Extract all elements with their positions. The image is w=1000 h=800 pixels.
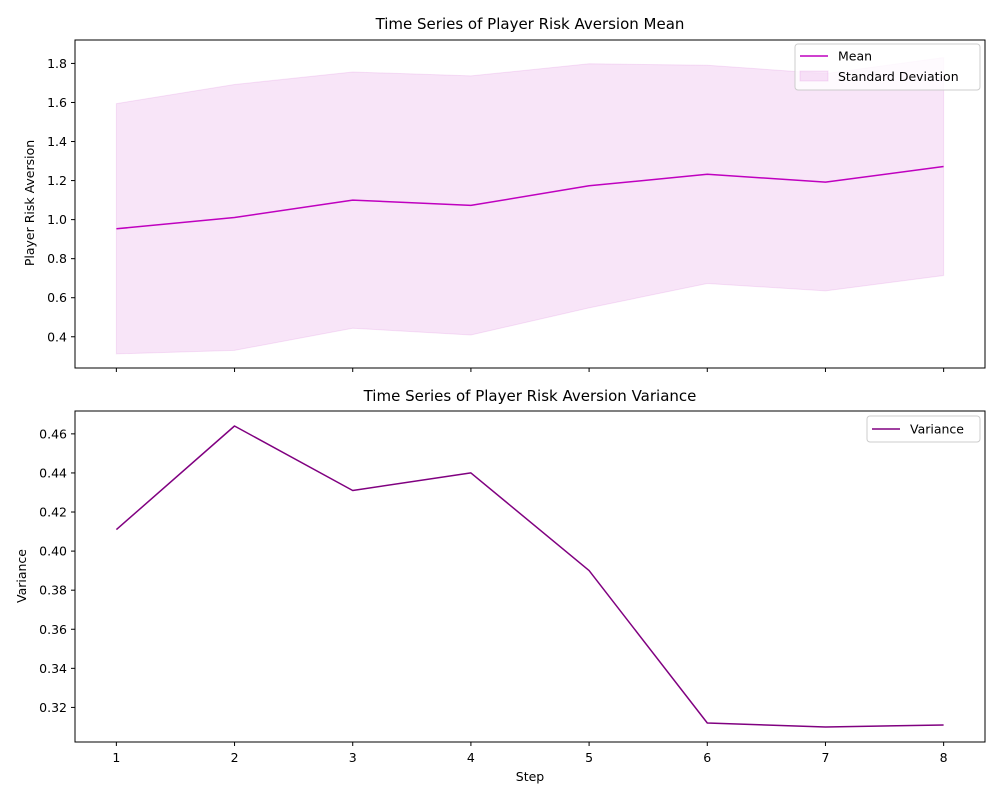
- std-dev-band-layer: [115, 57, 945, 355]
- x-axis-label: Step: [516, 769, 545, 784]
- variance-legend-box: [866, 415, 981, 443]
- mean-lines-layer: [116, 165, 944, 230]
- variance-y-tick-label: 0.36: [39, 622, 67, 637]
- variance-chart-title: Time Series of Player Risk Aversion Vari…: [363, 387, 697, 405]
- variance-legend: Variance: [866, 415, 981, 443]
- mean-y-tick-label: 0.6: [47, 290, 67, 305]
- variance-x-tick-label: 3: [349, 750, 357, 765]
- std-dev-legend-swatch: [799, 70, 829, 82]
- variance-x-tick-label: 7: [821, 750, 829, 765]
- mean-y-tick-label: 1.8: [47, 56, 67, 71]
- variance-x-tick-label: 2: [231, 750, 239, 765]
- mean-y-axis-label: Player Risk Aversion: [22, 140, 37, 266]
- variance-y-tick-label: 0.42: [39, 505, 67, 520]
- mean-y-tick-label: 1.0: [47, 212, 67, 227]
- mean-chart-title: Time Series of Player Risk Aversion Mean: [375, 15, 685, 33]
- mean-y-tick-label: 1.4: [47, 134, 67, 149]
- mean-legend-label: Mean: [838, 49, 872, 64]
- variance-y-tick-label: 0.40: [39, 544, 67, 559]
- variance-series-line: [115, 425, 944, 728]
- mean-series-line: [116, 165, 944, 230]
- variance-x-tick-label: 6: [703, 750, 711, 765]
- variance-y-tick-label: 0.32: [39, 700, 67, 715]
- variance-y-axis-label: Variance: [14, 549, 29, 603]
- std-dev-band: [115, 57, 945, 355]
- variance-plot-frame: [74, 410, 986, 743]
- mean-legend: Mean Standard Deviation: [794, 43, 981, 91]
- mean-y-tick-label: 1.6: [47, 95, 67, 110]
- variance-y-tick-label: 0.38: [39, 583, 67, 598]
- std-dev-legend-label: Standard Deviation: [838, 69, 959, 84]
- variance-lines-layer: [115, 425, 944, 728]
- mean-x-ticks: [115, 368, 945, 372]
- variance-x-ticks: 1 2 3 4 5 6 7 8: [112, 742, 948, 765]
- variance-x-tick-label: 5: [585, 750, 593, 765]
- mean-plot-frame: [74, 39, 986, 369]
- mean-legend-box: [794, 43, 981, 91]
- mean-y-tick-label: 0.8: [47, 251, 67, 266]
- variance-x-tick-label: 4: [467, 750, 475, 765]
- variance-panel: Time Series of Player Risk Aversion Vari…: [14, 387, 986, 784]
- variance-y-ticks: 0.32 0.34 0.36 0.38 0.40 0.42 0.44 0.46: [39, 426, 75, 715]
- variance-x-tick-label: 8: [940, 750, 948, 765]
- mean-y-tick-label: 0.4: [47, 329, 67, 344]
- variance-x-tick-label: 1: [112, 750, 120, 765]
- variance-y-tick-label: 0.46: [39, 426, 67, 441]
- variance-legend-label: Variance: [910, 422, 964, 437]
- variance-y-tick-label: 0.34: [39, 661, 67, 676]
- variance-y-tick-label: 0.44: [39, 465, 67, 480]
- mean-y-tick-label: 1.2: [47, 173, 67, 188]
- mean-y-ticks: 0.4 0.6 0.8 1.0 1.2 1.4 1.6 1.8: [47, 56, 75, 344]
- mean-panel: Time Series of Player Risk Aversion Mean…: [22, 15, 986, 372]
